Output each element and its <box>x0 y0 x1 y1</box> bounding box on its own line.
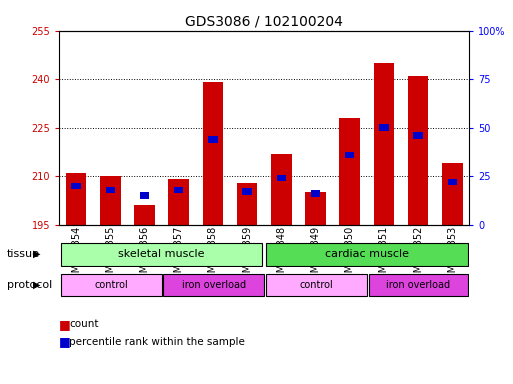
Bar <box>277 175 286 181</box>
Bar <box>271 154 291 225</box>
FancyBboxPatch shape <box>61 274 162 296</box>
Bar <box>340 118 360 225</box>
Text: ▶: ▶ <box>33 249 41 259</box>
Text: iron overload: iron overload <box>386 280 450 290</box>
Text: cardiac muscle: cardiac muscle <box>325 249 409 260</box>
FancyBboxPatch shape <box>266 243 468 266</box>
FancyBboxPatch shape <box>61 243 263 266</box>
Bar <box>379 124 388 131</box>
Bar <box>345 152 354 158</box>
Bar <box>203 83 223 225</box>
Text: ▶: ▶ <box>33 280 41 290</box>
Text: control: control <box>94 280 128 290</box>
Text: count: count <box>69 319 99 329</box>
Bar <box>140 192 149 199</box>
Bar <box>442 163 463 225</box>
FancyBboxPatch shape <box>368 274 468 296</box>
Bar <box>100 176 121 225</box>
Bar <box>66 173 86 225</box>
Bar <box>243 189 252 195</box>
FancyBboxPatch shape <box>163 274 264 296</box>
Title: GDS3086 / 102100204: GDS3086 / 102100204 <box>185 14 343 28</box>
FancyBboxPatch shape <box>266 274 367 296</box>
Text: tissue: tissue <box>7 249 40 259</box>
Bar <box>134 205 155 225</box>
Bar <box>168 179 189 225</box>
Bar <box>208 136 218 142</box>
Text: percentile rank within the sample: percentile rank within the sample <box>69 337 245 347</box>
Text: ■: ■ <box>59 318 71 331</box>
Bar <box>448 179 457 185</box>
Bar <box>71 183 81 189</box>
Text: iron overload: iron overload <box>182 280 246 290</box>
Bar <box>373 63 394 225</box>
Bar <box>174 187 183 193</box>
Text: ■: ■ <box>59 335 71 348</box>
Text: protocol: protocol <box>7 280 52 290</box>
Bar <box>408 76 428 225</box>
Bar <box>305 192 326 225</box>
Bar <box>413 132 423 139</box>
Text: skeletal muscle: skeletal muscle <box>119 249 205 260</box>
Bar <box>311 190 320 197</box>
Text: control: control <box>300 280 333 290</box>
Bar <box>237 183 258 225</box>
Bar <box>106 187 115 193</box>
